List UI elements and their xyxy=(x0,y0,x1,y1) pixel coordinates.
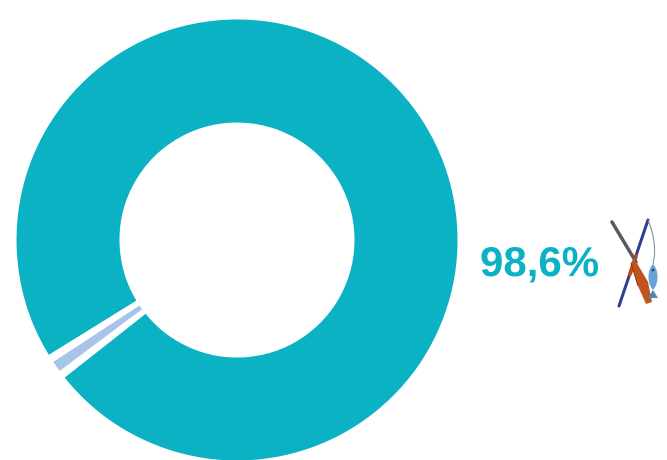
slice-small xyxy=(49,301,147,376)
slice-main xyxy=(13,16,461,460)
hunting-fishing-icon xyxy=(610,218,658,308)
main-slice-percentage-label: 98,6% xyxy=(480,238,600,285)
